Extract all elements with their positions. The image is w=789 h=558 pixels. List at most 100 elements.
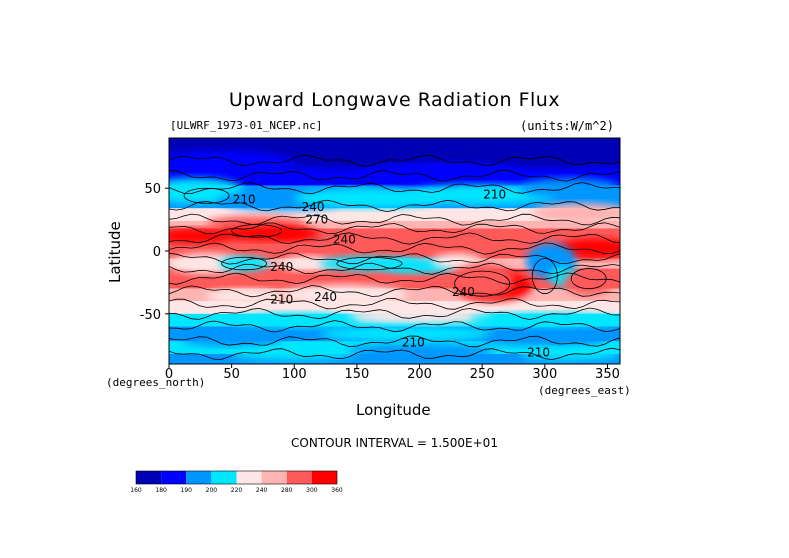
x-axis-label: Longitude bbox=[356, 401, 431, 419]
contour-line bbox=[169, 154, 620, 167]
contour-line bbox=[169, 232, 620, 245]
field-cell bbox=[407, 184, 558, 205]
field-cell bbox=[563, 269, 614, 295]
contour-line bbox=[169, 182, 620, 195]
field-cell bbox=[519, 178, 620, 199]
field-cell bbox=[169, 253, 245, 274]
x-tick-label: 300 bbox=[532, 367, 557, 382]
chart-title: Upward Longwave Radiation Flux bbox=[228, 89, 561, 111]
y-tick-label: 0 bbox=[153, 245, 161, 260]
contour-line bbox=[169, 320, 620, 333]
contour-line bbox=[169, 272, 620, 285]
contour-label: 210 bbox=[483, 187, 506, 201]
field-cell bbox=[450, 263, 514, 299]
field-cell bbox=[356, 163, 533, 189]
contour-loop bbox=[336, 256, 403, 271]
x-axis: 0 50 100 150 200 250 300 350 bbox=[165, 364, 620, 382]
field-cell bbox=[294, 188, 445, 209]
contour-loop bbox=[454, 270, 511, 297]
field-cell bbox=[432, 253, 483, 269]
contour-line bbox=[169, 307, 620, 320]
colorbar-swatch bbox=[236, 471, 262, 484]
contour-line bbox=[169, 169, 620, 182]
field-cell bbox=[169, 228, 232, 244]
contour-label: 210 bbox=[527, 345, 550, 359]
contour-line bbox=[169, 347, 620, 361]
colorbar-swatch bbox=[311, 471, 337, 484]
colorbar-label: 360 bbox=[331, 487, 343, 494]
colorbar-frame bbox=[135, 470, 338, 485]
contour-line bbox=[169, 199, 620, 213]
x-tick-label: 0 bbox=[165, 367, 173, 382]
field-cell bbox=[231, 312, 357, 328]
colorbar-label: 300 bbox=[306, 487, 318, 494]
contour-line bbox=[169, 242, 620, 255]
colorbar-label: 280 bbox=[281, 487, 293, 494]
contour-line bbox=[169, 222, 620, 235]
contour-label: 240 bbox=[302, 200, 325, 214]
y-tick-label: 50 bbox=[144, 182, 161, 197]
colorbar-swatch bbox=[211, 471, 237, 484]
y-axis-label: Latitude bbox=[106, 221, 124, 283]
contour-line bbox=[169, 213, 620, 226]
contour-label: 240 bbox=[452, 285, 475, 299]
field-cell bbox=[281, 284, 408, 305]
contour-line bbox=[169, 335, 620, 348]
colorbar-label: 190 bbox=[181, 487, 193, 494]
contour-loop bbox=[221, 256, 268, 271]
field-cell bbox=[169, 150, 295, 176]
contour-label: 270 bbox=[305, 212, 328, 226]
file-label: [ULWRF_1973-01_NCEP.nc] bbox=[170, 119, 323, 132]
colorbar-swatch bbox=[161, 471, 187, 484]
colorbar-swatch bbox=[136, 471, 162, 484]
flux-field bbox=[169, 138, 620, 364]
contour-label: 210 bbox=[402, 335, 425, 349]
colorbar-label: 180 bbox=[155, 487, 167, 494]
contour-interval: CONTOUR INTERVAL = 1.500E+01 bbox=[291, 436, 498, 450]
colorbar-label: 220 bbox=[231, 487, 243, 494]
field-cell bbox=[344, 343, 495, 359]
x-unit-label: (degrees_east) bbox=[538, 384, 631, 397]
x-tick-label: 350 bbox=[595, 367, 620, 382]
contour-loop bbox=[231, 224, 283, 238]
colorbar-label: 200 bbox=[206, 487, 218, 494]
contour-label: 240 bbox=[314, 290, 337, 304]
field-cell bbox=[231, 347, 357, 361]
field-cell bbox=[219, 256, 270, 272]
contour-line bbox=[169, 285, 620, 298]
colorbar-label: 160 bbox=[130, 487, 142, 494]
contour-label: 240 bbox=[333, 232, 356, 246]
contour-label: 240 bbox=[270, 260, 293, 274]
field-band bbox=[169, 353, 620, 364]
x-tick-label: 200 bbox=[407, 367, 432, 382]
contour-line bbox=[169, 252, 620, 265]
x-tick-label: 150 bbox=[345, 367, 370, 382]
field-band bbox=[169, 301, 620, 314]
colorbar-swatch bbox=[286, 471, 312, 484]
contour-label: 210 bbox=[270, 293, 293, 307]
x-tick-label: 100 bbox=[282, 367, 307, 382]
contour-loop bbox=[570, 268, 607, 290]
y-unit-label: (degrees_north) bbox=[106, 376, 206, 389]
colorbar-label: 240 bbox=[256, 487, 268, 494]
x-tick-label: 50 bbox=[223, 367, 240, 382]
colorbar-swatch bbox=[186, 471, 212, 484]
field-band bbox=[169, 220, 620, 229]
field-cell bbox=[519, 347, 620, 361]
colorbar: 160 180 190 200 220 240 280 300 360 bbox=[130, 470, 343, 494]
x-tick-label: 250 bbox=[470, 367, 495, 382]
contour-line bbox=[169, 262, 620, 275]
field-cell bbox=[319, 326, 495, 342]
units-label: (units:W/m^2) bbox=[520, 119, 614, 133]
field-cell bbox=[532, 203, 620, 224]
colorbar-swatch bbox=[261, 471, 287, 484]
y-axis: -50 0 50 bbox=[140, 182, 169, 323]
contour-label: 210 bbox=[233, 192, 256, 206]
contour-lines bbox=[169, 154, 620, 361]
contour-loop bbox=[183, 187, 230, 204]
contour-line bbox=[169, 297, 620, 310]
field-cell bbox=[181, 331, 282, 347]
y-tick-label: -50 bbox=[140, 308, 161, 323]
